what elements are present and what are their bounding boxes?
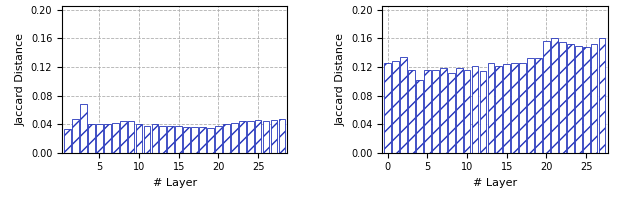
Bar [551, 38, 558, 153]
Bar [223, 124, 229, 153]
Bar [512, 63, 518, 153]
Bar [159, 126, 166, 153]
Bar [207, 128, 214, 153]
Bar [599, 38, 605, 153]
Bar [559, 42, 565, 153]
Bar [263, 121, 270, 153]
Bar [583, 47, 590, 153]
Bar [520, 63, 526, 153]
Bar [231, 123, 237, 153]
Bar [128, 121, 135, 153]
Bar [503, 64, 510, 153]
Bar [247, 121, 254, 153]
Bar [424, 70, 431, 153]
Bar [567, 44, 574, 153]
Bar [239, 121, 246, 153]
X-axis label: # Layer: # Layer [153, 178, 197, 188]
Bar [456, 68, 463, 153]
X-axis label: # Layer: # Layer [473, 178, 517, 188]
Bar [432, 70, 439, 153]
Bar [184, 127, 190, 153]
Bar [270, 120, 277, 153]
Bar [535, 59, 542, 153]
Bar [151, 124, 158, 153]
Bar [575, 46, 582, 153]
Bar [136, 124, 143, 153]
Bar [167, 126, 174, 153]
Bar [591, 44, 598, 153]
Bar [96, 124, 103, 153]
Bar [527, 59, 534, 153]
Bar [440, 68, 446, 153]
Bar [191, 127, 198, 153]
Bar [215, 126, 222, 153]
Bar [112, 123, 118, 153]
Bar [278, 119, 285, 153]
Y-axis label: Jaccard Distance: Jaccard Distance [335, 33, 345, 126]
Bar [400, 57, 407, 153]
Bar [543, 41, 550, 153]
Bar [464, 70, 471, 153]
Bar [487, 63, 494, 153]
Bar [72, 119, 79, 153]
Bar [480, 71, 486, 153]
Bar [448, 73, 454, 153]
Bar [392, 61, 399, 153]
Bar [416, 80, 423, 153]
Bar [144, 126, 150, 153]
Bar [255, 120, 262, 153]
Bar [175, 126, 182, 153]
Bar [199, 127, 206, 153]
Y-axis label: Jaccard Distance: Jaccard Distance [16, 33, 25, 126]
Bar [408, 70, 415, 153]
Bar [88, 124, 95, 153]
Bar [64, 129, 71, 153]
Bar [120, 121, 126, 153]
Bar [104, 124, 110, 153]
Bar [80, 104, 87, 153]
Bar [472, 66, 479, 153]
Bar [495, 66, 502, 153]
Bar [384, 63, 391, 153]
